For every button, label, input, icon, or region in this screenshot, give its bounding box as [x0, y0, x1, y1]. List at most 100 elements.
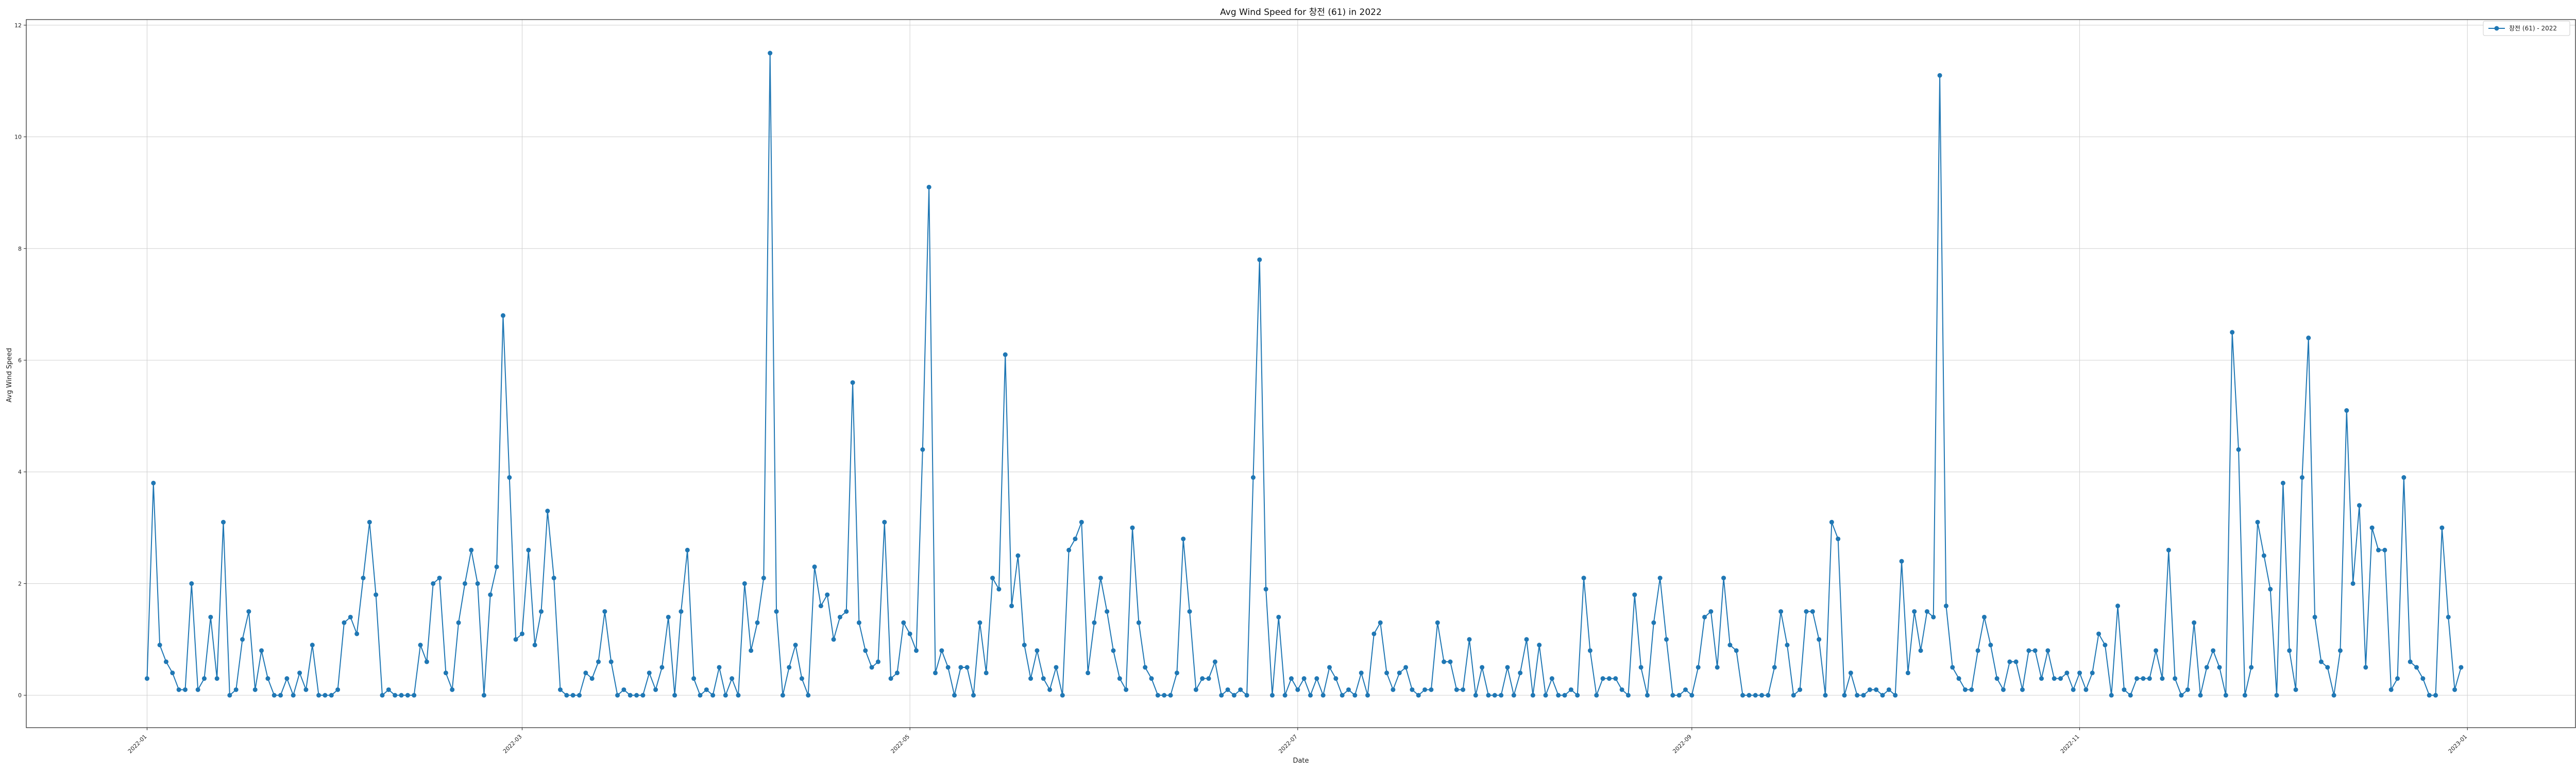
data-point [221, 519, 226, 525]
data-point [386, 687, 391, 692]
data-point [837, 614, 842, 619]
data-point [507, 475, 512, 480]
data-point [163, 659, 168, 664]
data-point [958, 665, 963, 670]
data-point [2077, 670, 2082, 676]
data-point [2020, 687, 2025, 692]
data-point [1181, 536, 1186, 542]
data-point [532, 643, 537, 648]
data-point [2255, 519, 2260, 525]
data-point [2058, 676, 2063, 681]
data-point [685, 547, 690, 552]
data-point [393, 693, 398, 698]
data-point [1416, 693, 1421, 698]
data-point [2052, 676, 2057, 681]
data-point [545, 509, 550, 514]
data-point [1073, 536, 1078, 542]
data-point [863, 648, 868, 653]
data-point [774, 609, 779, 614]
data-point [2173, 676, 2178, 681]
data-point [1429, 687, 1434, 692]
data-point [1391, 687, 1396, 692]
data-point [1664, 637, 1669, 642]
data-point [1740, 693, 1745, 698]
data-point [2007, 659, 2012, 664]
data-point [1461, 687, 1466, 692]
data-point [2109, 693, 2114, 698]
data-point [2249, 665, 2254, 670]
data-point [246, 609, 251, 614]
data-point [933, 670, 938, 676]
data-point [634, 693, 639, 698]
data-point [1499, 693, 1504, 698]
data-point [348, 614, 353, 619]
data-point [869, 665, 874, 670]
data-point [1804, 609, 1809, 614]
data-point [2103, 643, 2108, 648]
data-point [1975, 648, 1980, 653]
data-point [831, 637, 836, 642]
data-point [1855, 693, 1860, 698]
data-point [323, 693, 328, 698]
data-point [1829, 519, 1834, 525]
data-point [780, 693, 785, 698]
data-point [698, 693, 703, 698]
data-point [316, 693, 321, 698]
data-point [412, 693, 417, 698]
data-point [615, 693, 620, 698]
data-point [1950, 665, 1955, 670]
data-point [717, 665, 722, 670]
data-point [2414, 665, 2419, 670]
data-point [252, 687, 258, 692]
data-point [1581, 576, 1586, 581]
data-point [602, 609, 607, 614]
data-point [1187, 609, 1192, 614]
data-point [1130, 525, 1135, 530]
data-point [672, 693, 677, 698]
data-point [2376, 547, 2381, 552]
data-point [1874, 687, 1879, 692]
data-point [1969, 687, 1974, 692]
data-point [1111, 648, 1116, 653]
data-point [2122, 687, 2127, 692]
data-point [1422, 687, 1428, 692]
data-point [1759, 693, 1765, 698]
data-point [691, 676, 697, 681]
x-axis-label: Date [1293, 757, 1309, 765]
data-point [437, 576, 442, 581]
data-point [1943, 603, 1948, 609]
data-point [1365, 693, 1370, 698]
data-point [875, 659, 880, 664]
data-point [303, 687, 309, 692]
data-point [1022, 643, 1027, 648]
data-point [1105, 609, 1110, 614]
data-point [2459, 665, 2464, 670]
data-point [1549, 676, 1554, 681]
data-point [557, 687, 563, 692]
data-point [2013, 659, 2019, 664]
data-point [1212, 659, 1217, 664]
data-point [939, 648, 944, 653]
data-point [1492, 693, 1497, 698]
data-point [2134, 676, 2140, 681]
data-point [1753, 693, 1758, 698]
data-point [208, 614, 213, 619]
data-point [666, 614, 671, 619]
data-point [2166, 547, 2171, 552]
data-point [1206, 676, 1211, 681]
data-point [1403, 665, 1409, 670]
data-point [1931, 614, 1936, 619]
data-point [195, 687, 200, 692]
data-point [1676, 693, 1682, 698]
data-point [1625, 693, 1631, 698]
data-point [1289, 676, 1294, 681]
data-point [1410, 687, 1415, 692]
data-point [596, 659, 601, 664]
data-point [335, 687, 341, 692]
data-point [2331, 693, 2336, 698]
data-point [1791, 693, 1796, 698]
data-point [2096, 631, 2102, 636]
data-point [1066, 547, 1072, 552]
data-point [1346, 687, 1351, 692]
data-point [653, 687, 658, 692]
